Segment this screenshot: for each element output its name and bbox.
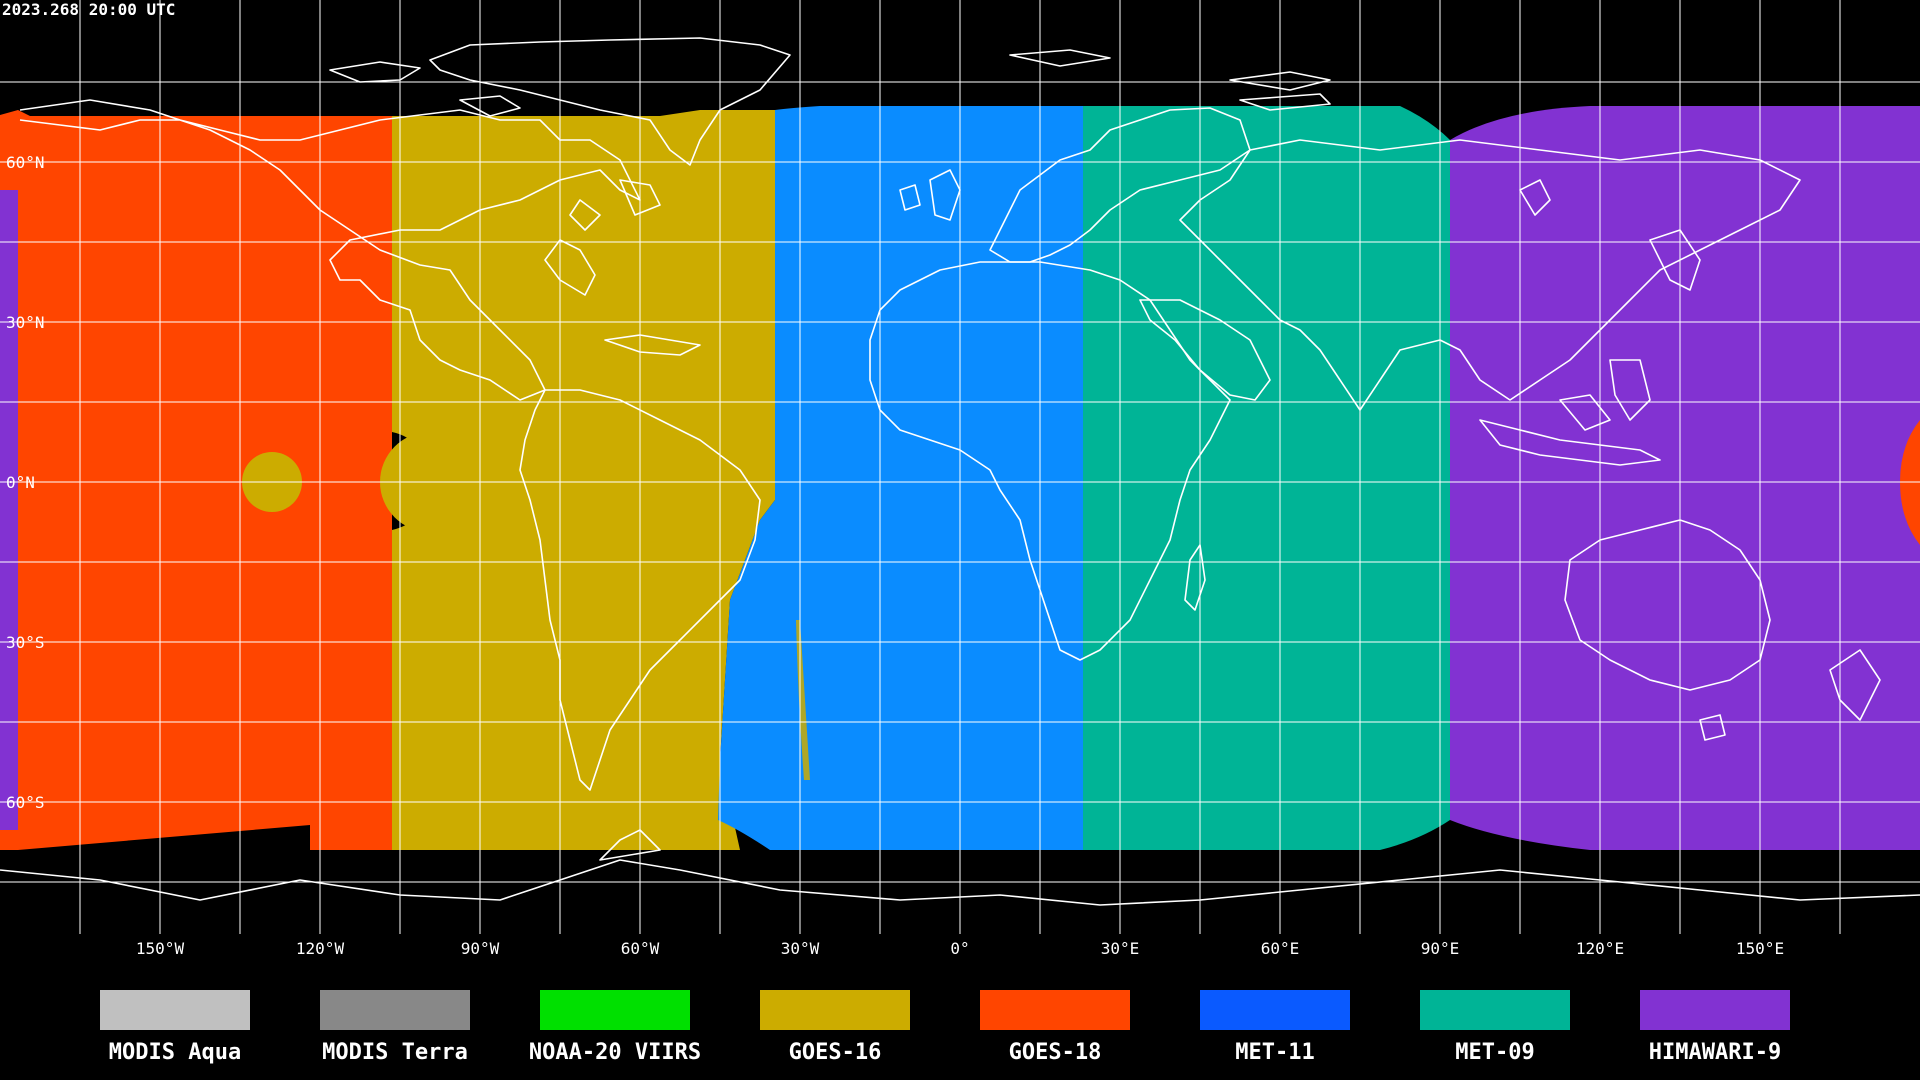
zone-himawari-9-wrap bbox=[0, 190, 18, 830]
legend-item: HIMAWARI-9 bbox=[1635, 990, 1795, 1065]
legend-swatch bbox=[540, 990, 690, 1030]
legend-label: HIMAWARI-9 bbox=[1648, 1040, 1782, 1065]
latitude-label: 60°S bbox=[6, 793, 45, 812]
latitude-labels: 60°N 30°N 0°N 30°S 60°S bbox=[6, 153, 45, 812]
longitude-label: 60°W bbox=[621, 939, 660, 958]
lat-lon-grid bbox=[0, 0, 1920, 958]
zone-goes-18 bbox=[0, 110, 392, 850]
legend-label: GOES-18 bbox=[1008, 1040, 1102, 1065]
longitude-label: 30°E bbox=[1101, 939, 1140, 958]
longitude-labels: 150°W 120°W 90°W 60°W 30°W 0° 30°E 60°E 90°E 120°… bbox=[136, 939, 1784, 958]
legend-item: MET-09 bbox=[1415, 990, 1575, 1065]
longitude-label: 60°E bbox=[1261, 939, 1300, 958]
legend-item: MET-11 bbox=[1195, 990, 1355, 1065]
legend-label: MET-11 bbox=[1235, 1040, 1315, 1065]
timestamp-label: 2023.268 20:00 UTC bbox=[2, 0, 176, 19]
longitude-label: 30°W bbox=[781, 939, 820, 958]
latitude-label: 60°N bbox=[6, 153, 45, 172]
longitude-label: 150°E bbox=[1736, 939, 1784, 958]
legend-swatch bbox=[1640, 990, 1790, 1030]
latitude-label: 30°N bbox=[6, 313, 45, 332]
legend-label: NOAA-20 VIIRS bbox=[528, 1040, 702, 1065]
legend-label: MET-09 bbox=[1455, 1040, 1535, 1065]
legend-item: NOAA-20 VIIRS bbox=[529, 990, 701, 1065]
coastlines bbox=[0, 37, 1920, 906]
latitude-label: 30°S bbox=[6, 633, 45, 652]
longitude-label: 150°W bbox=[136, 939, 185, 958]
zone-met-09 bbox=[1083, 106, 1450, 850]
legend-item: GOES-18 bbox=[975, 990, 1135, 1065]
legend-label: MODIS Aqua bbox=[108, 1040, 242, 1065]
legend: MODIS Aqua MODIS Terra NOAA-20 VIIRS GOES-1… bbox=[0, 958, 1920, 1080]
longitude-label: 120°W bbox=[296, 939, 345, 958]
longitude-label: 120°E bbox=[1576, 939, 1624, 958]
latitude-label: 0°N bbox=[6, 473, 35, 492]
legend-item: GOES-16 bbox=[755, 990, 915, 1065]
longitude-label: 0° bbox=[950, 939, 969, 958]
zone-goes-16 bbox=[392, 110, 775, 850]
legend-swatch bbox=[100, 990, 250, 1030]
axis-band bbox=[0, 934, 1920, 958]
legend-label: MODIS Terra bbox=[322, 1040, 468, 1065]
legend-item: MODIS Aqua bbox=[95, 990, 255, 1065]
longitude-label: 90°W bbox=[461, 939, 500, 958]
legend-swatch bbox=[320, 990, 470, 1030]
satellite-coverage-map: 60°N 30°N 0°N 30°S 60°S 150°W 120°W 90°W 60°W 30… bbox=[0, 0, 1920, 958]
zone-met-11 bbox=[718, 106, 1083, 850]
coverage-zones bbox=[0, 106, 1920, 850]
legend-swatch bbox=[980, 990, 1130, 1030]
zone-himawari-9 bbox=[1450, 106, 1920, 850]
legend-swatch bbox=[760, 990, 910, 1030]
legend-swatch bbox=[1420, 990, 1570, 1030]
longitude-label: 90°E bbox=[1421, 939, 1460, 958]
legend-item: MODIS Terra bbox=[315, 990, 475, 1065]
legend-label: GOES-16 bbox=[788, 1040, 882, 1065]
legend-swatch bbox=[1200, 990, 1350, 1030]
